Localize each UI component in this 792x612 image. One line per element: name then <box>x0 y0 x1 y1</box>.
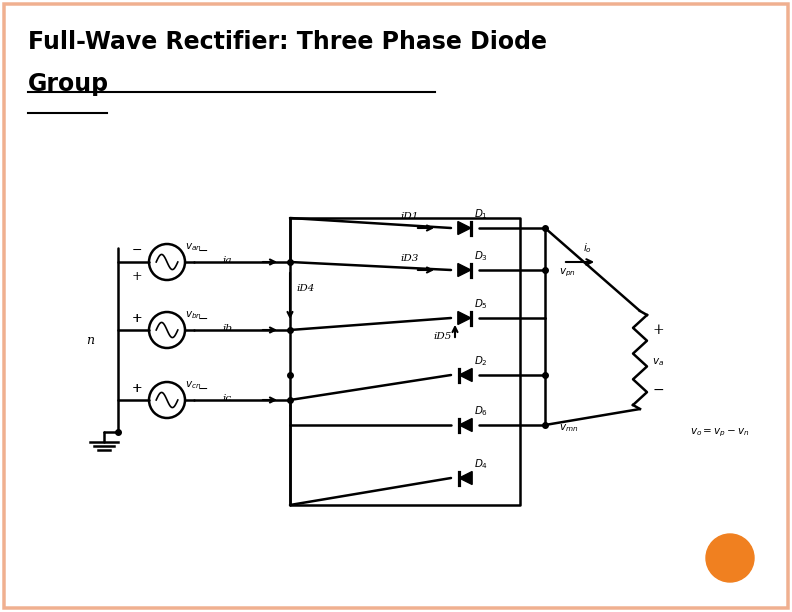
Text: $D_2$: $D_2$ <box>474 354 488 368</box>
Text: $v_{mn}$: $v_{mn}$ <box>559 422 578 434</box>
Text: $v_{an}$: $v_{an}$ <box>185 241 201 253</box>
Polygon shape <box>459 419 472 431</box>
Text: Full-Wave Rectifier: Three Phase Diode: Full-Wave Rectifier: Three Phase Diode <box>28 30 547 54</box>
Text: +: + <box>131 312 143 324</box>
Text: iD5: iD5 <box>434 332 452 340</box>
Text: iD4: iD4 <box>297 283 315 293</box>
Text: $D_5$: $D_5$ <box>474 297 488 311</box>
Text: +: + <box>131 381 143 395</box>
Text: +: + <box>131 312 143 324</box>
Text: +: + <box>131 381 143 395</box>
Text: +: + <box>652 323 664 337</box>
Text: $D_6$: $D_6$ <box>474 404 488 418</box>
Text: ib: ib <box>222 324 232 332</box>
Polygon shape <box>458 222 471 234</box>
FancyBboxPatch shape <box>4 4 788 608</box>
Circle shape <box>706 534 754 582</box>
Text: $v_{cn}$: $v_{cn}$ <box>185 379 201 391</box>
Text: $i_o$: $i_o$ <box>582 241 592 255</box>
Text: iD3: iD3 <box>401 253 419 263</box>
Text: $v_o = v_p - v_n$: $v_o = v_p - v_n$ <box>690 427 750 439</box>
Polygon shape <box>458 312 471 324</box>
Polygon shape <box>459 368 472 381</box>
Text: $D_4$: $D_4$ <box>474 457 488 471</box>
Polygon shape <box>458 264 471 277</box>
Text: $v_{pn}$: $v_{pn}$ <box>559 267 576 279</box>
Text: ia: ia <box>223 255 232 264</box>
Text: $v_{bn}$: $v_{bn}$ <box>185 309 201 321</box>
Text: $v_a$: $v_a$ <box>652 356 664 368</box>
Text: ic: ic <box>223 394 231 403</box>
Text: n: n <box>86 334 94 346</box>
Text: −: − <box>198 313 208 326</box>
Text: −: − <box>198 382 208 395</box>
Text: −: − <box>131 244 143 256</box>
Text: $D_1$: $D_1$ <box>474 207 488 221</box>
Text: Group: Group <box>28 72 109 96</box>
Text: −: − <box>652 383 664 397</box>
Text: +: + <box>131 269 143 283</box>
Text: $D_3$: $D_3$ <box>474 249 488 263</box>
Text: iD1: iD1 <box>401 212 419 220</box>
Text: −: − <box>198 245 208 258</box>
Polygon shape <box>459 471 472 485</box>
